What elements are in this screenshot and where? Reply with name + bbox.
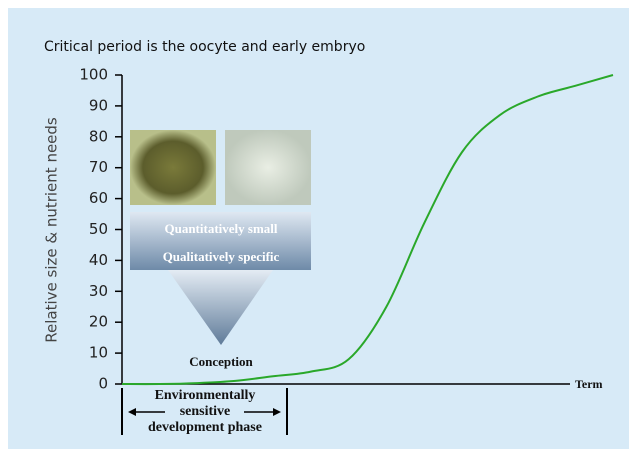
annotation: development phase (148, 420, 262, 435)
chart-title: Critical period is the oocyte and early … (44, 39, 365, 55)
x-end-label: Term (575, 377, 603, 391)
oocyte-photo (130, 130, 216, 205)
annotation: Quantitatively small (164, 221, 277, 236)
arrow (273, 408, 281, 416)
annotation: sensitive (180, 404, 231, 419)
y-tick-label: 90 (89, 96, 108, 114)
annotation: Qualitatively specific (163, 249, 280, 264)
y-tick-label: 100 (79, 66, 108, 84)
arrow (128, 408, 136, 416)
y-tick-label: 80 (89, 127, 108, 145)
y-tick-label: 70 (89, 158, 108, 176)
y-tick-label: 10 (89, 344, 108, 362)
y-tick-label: 40 (89, 251, 108, 269)
y-tick-label: 0 (98, 375, 108, 393)
annotation: Conception (189, 354, 253, 369)
embryo-photo (225, 130, 311, 205)
annotation-triangle (168, 270, 273, 345)
annotation: Environmentally (155, 388, 256, 403)
y-tick-label: 50 (89, 220, 108, 238)
background (8, 8, 629, 449)
y-tick-label: 60 (89, 189, 108, 207)
y-axis-label: Relative size & nutrient needs (43, 117, 61, 343)
line (121, 74, 614, 386)
y-tick-label: 30 (89, 282, 108, 300)
annotation-box (130, 212, 311, 270)
y-tick-label: 20 (89, 313, 108, 331)
